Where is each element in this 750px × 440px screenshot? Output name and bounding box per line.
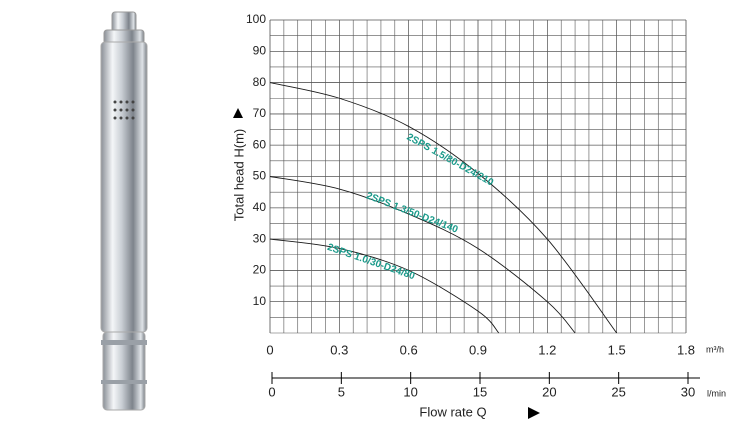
x-tick-label: 0.6 [400, 342, 418, 357]
x-tick-label: 1.2 [538, 342, 556, 357]
y-tick-label: 40 [253, 200, 267, 214]
x2-tick-label: 0 [268, 384, 275, 399]
x2-tick-label: 25 [611, 384, 625, 399]
pump-image [100, 11, 148, 411]
x-tick-label: 0.9 [469, 342, 487, 357]
x-tick-label: 0 [266, 342, 273, 357]
x-unit: m³/h [706, 344, 724, 354]
x-tick-label: 0.3 [330, 342, 348, 357]
y-tick-label: 60 [253, 137, 267, 151]
curve-label: 2SPS 1.3/50-D24/140 [365, 191, 460, 236]
y-tick-label: 100 [246, 12, 266, 26]
x2-tick-label: 5 [338, 384, 345, 399]
curve [269, 238, 500, 334]
y-tick-label: 10 [253, 294, 267, 308]
y-tick-label: 80 [253, 75, 267, 89]
y-tick-label: 50 [253, 169, 267, 183]
x2-tick-label: 10 [403, 384, 417, 399]
chart: Total head H(m) m³/h l/min Flow rate Q [231, 108, 726, 419]
x-axis-label: Flow rate Q [419, 404, 486, 419]
y-axis-label: Total head H(m) [231, 129, 246, 221]
x-arrow [528, 407, 540, 419]
x2-unit: l/min [707, 388, 726, 398]
y-tick-label: 30 [253, 231, 267, 245]
x2-tick-label: 20 [542, 384, 556, 399]
curve [269, 176, 576, 334]
y-arrow [233, 108, 243, 118]
x2-tick-label: 15 [473, 384, 487, 399]
y-tick-label: 20 [253, 263, 267, 277]
y-tick-label: 70 [253, 106, 267, 120]
x-tick-label: 1.5 [608, 342, 626, 357]
curve [269, 82, 618, 334]
x-tick-label: 1.8 [677, 342, 695, 357]
x2-tick-label: 30 [681, 384, 695, 399]
y-tick-label: 90 [253, 43, 267, 57]
